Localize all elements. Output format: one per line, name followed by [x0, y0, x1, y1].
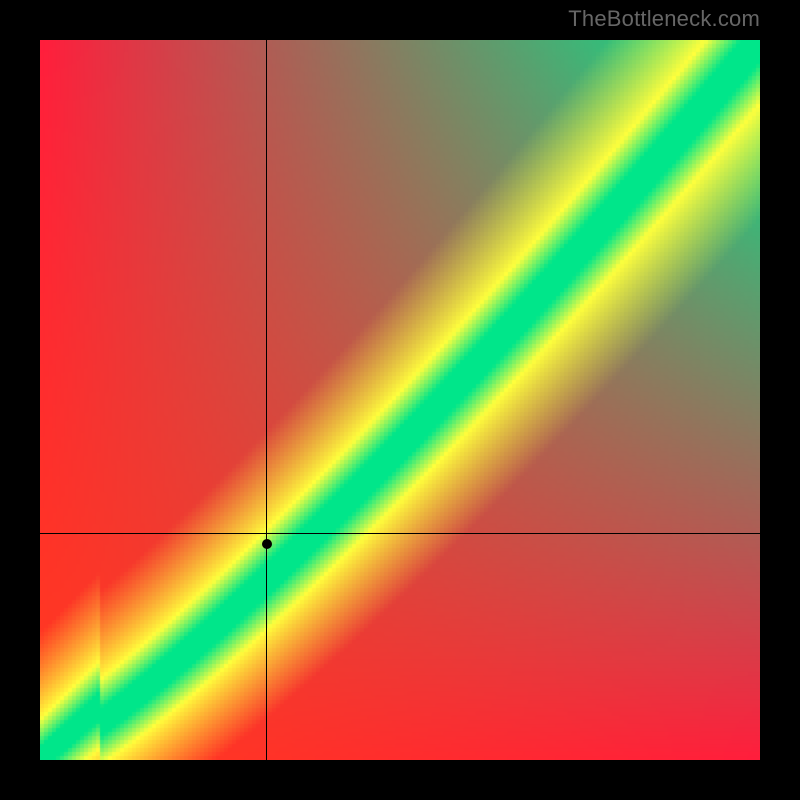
heatmap-canvas [40, 40, 760, 760]
plot-area [40, 40, 760, 760]
chart-outer: TheBottleneck.com [0, 0, 800, 800]
crosshair-horizontal [40, 533, 760, 534]
crosshair-vertical [266, 40, 267, 760]
data-point-marker [262, 539, 272, 549]
watermark-text: TheBottleneck.com [568, 6, 760, 32]
